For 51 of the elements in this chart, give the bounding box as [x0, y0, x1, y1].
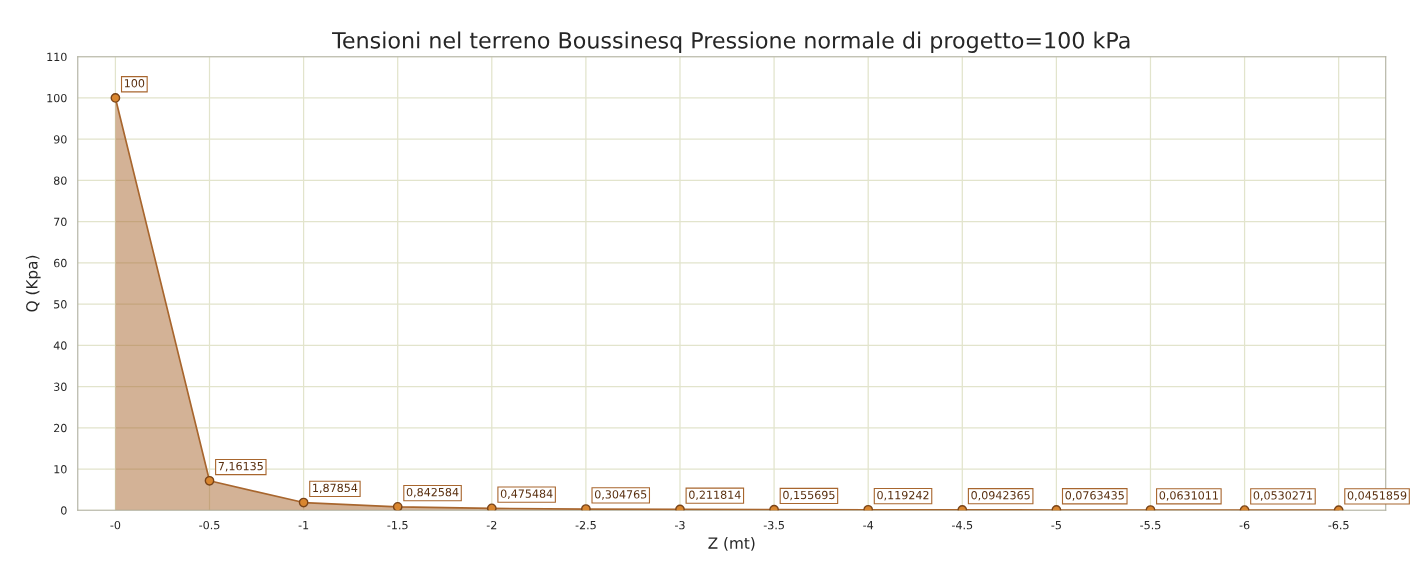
point: [204, 475, 215, 486]
x-tick-label: -5.5: [1140, 521, 1161, 530]
x-tick-label: -1: [298, 521, 309, 530]
point: [392, 501, 403, 511]
data-label: 0,0530271: [1253, 491, 1312, 501]
data-label: 0,0451859: [1347, 491, 1407, 501]
x-tick-label: -1.5: [387, 521, 408, 530]
y-tick-label: 70: [54, 217, 67, 227]
x-tick-label: -5: [1051, 521, 1061, 530]
data-label: 0,0763435: [1065, 491, 1124, 501]
data-label: 0,842584: [406, 487, 459, 498]
data-label: 0,0631011: [1159, 491, 1218, 501]
x-tick-label: -2: [486, 520, 497, 530]
point: [110, 93, 121, 103]
y-tick-label: 110: [47, 52, 67, 62]
point: [675, 504, 685, 511]
data-label: 7,16135: [218, 461, 263, 472]
data-label: 1,87854: [313, 483, 358, 494]
x-tick-label: -6: [1239, 520, 1250, 530]
y-tick-label: 80: [53, 176, 67, 185]
data-label: 0,119242: [877, 490, 929, 501]
data-label: 0,304765: [594, 490, 647, 500]
x-tick-label: -6.5: [1328, 520, 1349, 530]
x-tick-label: -4: [863, 521, 874, 530]
y-tick-label: 20: [54, 423, 67, 433]
point: [486, 503, 497, 511]
y-tick-label: 10: [54, 465, 67, 474]
y-tick-label: 100: [47, 93, 67, 103]
y-tick-label: 50: [54, 300, 67, 309]
x-tick-label: -2.5: [575, 520, 596, 530]
y-axis-title: Q (Kpa): [25, 255, 41, 312]
data-label: 100: [124, 79, 145, 88]
y-tick-label: 0: [61, 506, 67, 515]
point: [769, 504, 779, 511]
x-tick-label: -3.5: [763, 520, 784, 530]
x-tick-label: -0.5: [199, 520, 220, 530]
y-tick-label: 40: [53, 341, 67, 350]
y-tick-label: 60: [53, 258, 67, 268]
data-label: 0,475484: [500, 489, 553, 499]
data-label: 0,0942365: [971, 491, 1030, 501]
y-tick-label: 30: [54, 382, 67, 391]
data-label: 0,211814: [689, 490, 741, 501]
x-tick-label: -3: [675, 520, 685, 530]
x-tick-label: -0: [110, 520, 121, 530]
point: [581, 504, 591, 511]
x-axis-title: Z (mt): [708, 537, 755, 551]
data-label: 0,155695: [783, 490, 835, 501]
point: [298, 497, 309, 508]
y-tick-label: 90: [53, 135, 67, 144]
x-tick-label: -4.5: [951, 521, 973, 530]
chart-title: Tensioni nel terreno Boussinesq Pressione normale di progetto=100 kPa: [332, 31, 1130, 53]
